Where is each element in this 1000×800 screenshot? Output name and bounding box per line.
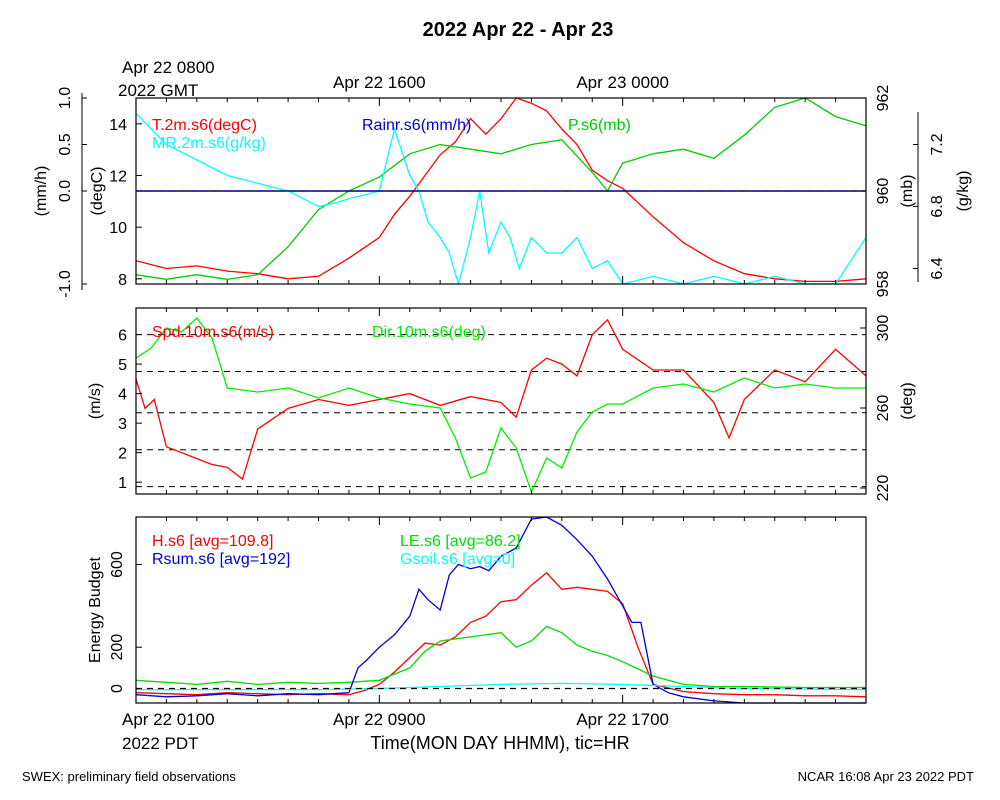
tick-label-energy: 200: [109, 634, 126, 661]
tick-label-speed: 5: [118, 357, 127, 374]
tick-label-pressure: 962: [875, 85, 892, 112]
bottom-axis-tick-label: Apr 22 0900: [333, 710, 426, 729]
tick-label-mixing-ratio: 6.8: [929, 195, 946, 217]
bottom-panel: 0 200 600 Energy Budget H.s6 [avg=109.8] LE.…: [87, 516, 867, 704]
tick-label-speed: 3: [118, 416, 127, 433]
legend-p-s6-mb: P.s6(mb): [568, 117, 631, 134]
tick-label-direction: 260: [875, 395, 892, 422]
tick-label-pressure: 960: [875, 178, 892, 205]
series-line-rsum-s6-avg-192: [135, 516, 866, 704]
tick-label-speed: 2: [118, 446, 127, 463]
legend-gsoil-s6-avg-0: Gsoil.s6 [avg=0]: [400, 551, 515, 568]
axis-label-energy: Energy Budget: [87, 557, 104, 663]
axis-label-speed: (m/s): [87, 383, 104, 419]
tick-label-energy: 600: [109, 551, 126, 578]
top-panel: -1.0 0.0 0.5 1.0 (mm/h) 8 10 12 14 (degC) 958 960 96…: [33, 85, 972, 298]
x-axis-label: Time(MON DAY HHMM), tic=HR: [370, 733, 629, 753]
axis-label-direction: (deg): [899, 382, 916, 419]
axis-label-pressure: (mb): [899, 175, 916, 208]
series-line-t-2m-s6-degc: [135, 97, 867, 283]
legend-h-s6-avg-109-8: H.s6 [avg=109.8]: [152, 533, 273, 550]
tick-label-rain: 0.0: [57, 180, 74, 202]
footer-left: SWEX: preliminary field observations: [22, 769, 236, 784]
legend-dir-10m-s6-deg: Dir.10m.s6(deg): [372, 324, 486, 341]
bottom-axis-first-label-year: 2022 PDT: [122, 734, 199, 753]
tick-label-pressure: 958: [875, 271, 892, 298]
series-line-le-s6-avg-86-2: [135, 625, 866, 689]
series-line-p-s6-mb: [135, 97, 867, 280]
legend-rainr-s6-mm-h: Rainr.s6(mm/h): [362, 117, 471, 134]
legend-rsum-s6-avg-192: Rsum.s6 [avg=192]: [152, 551, 290, 568]
legend-spd-10m-s6-m-s: Spd.10m.s6(m/s): [152, 324, 274, 341]
tick-label-direction: 220: [875, 475, 892, 502]
bottom-axis-tick-label: Apr 22 1700: [576, 710, 669, 729]
top-axis-tick-label: Apr 23 0000: [576, 73, 669, 92]
tick-label-direction: 300: [875, 315, 892, 342]
series-line-h-s6-avg-109-8: [135, 571, 867, 698]
axis-label-rain: (mm/h): [33, 166, 50, 217]
tick-label-mixing-ratio: 7.2: [929, 133, 946, 155]
tick-label-temp: 8: [118, 272, 127, 289]
axis-label-temp: (degC): [89, 167, 106, 216]
footer-right: NCAR 16:08 Apr 23 2022 PDT: [798, 769, 974, 784]
tick-label-rain: -1.0: [57, 270, 74, 298]
tick-label-temp: 14: [109, 117, 127, 134]
tick-label-temp: 10: [109, 220, 127, 237]
tick-label-rain: 0.5: [57, 133, 74, 155]
tick-label-rain: 1.0: [57, 87, 74, 109]
middle-panel: 1 2 3 4 5 6 (m/s) 220 260 300 (deg) Spd.10m.s6(m/s…: [87, 307, 916, 502]
tick-label-speed: 4: [118, 387, 127, 404]
bottom-axis-first-label: Apr 22 0100: [122, 710, 215, 729]
top-axis-first-label: Apr 22 0800: [122, 58, 215, 77]
legend-le-s6-avg-86-2: LE.s6 [avg=86.2]: [400, 533, 521, 550]
chart-title: 2022 Apr 22 - Apr 23: [423, 19, 614, 41]
tick-label-mixing-ratio: 6.4: [929, 257, 946, 279]
top-axis-first-label-year: 2022 GMT: [118, 81, 198, 100]
axis-label-mixing-ratio: (g/kg): [955, 171, 972, 212]
legend-mr-2m-s6-g-kg: MR.2m.s6(g/kg): [152, 135, 266, 152]
tick-label-speed: 6: [118, 328, 127, 345]
series-line-dir-10m-s6-deg: [135, 317, 866, 494]
tick-label-energy: 0: [109, 684, 126, 693]
top-axis-tick-label: Apr 22 1600: [333, 73, 426, 92]
tick-label-speed: 1: [118, 475, 127, 492]
tick-label-temp: 12: [109, 169, 127, 186]
series-line-spd-10m-s6-m-s: [135, 318, 867, 481]
legend-t-2m-s6-degc: T.2m.s6(degC): [152, 117, 257, 134]
